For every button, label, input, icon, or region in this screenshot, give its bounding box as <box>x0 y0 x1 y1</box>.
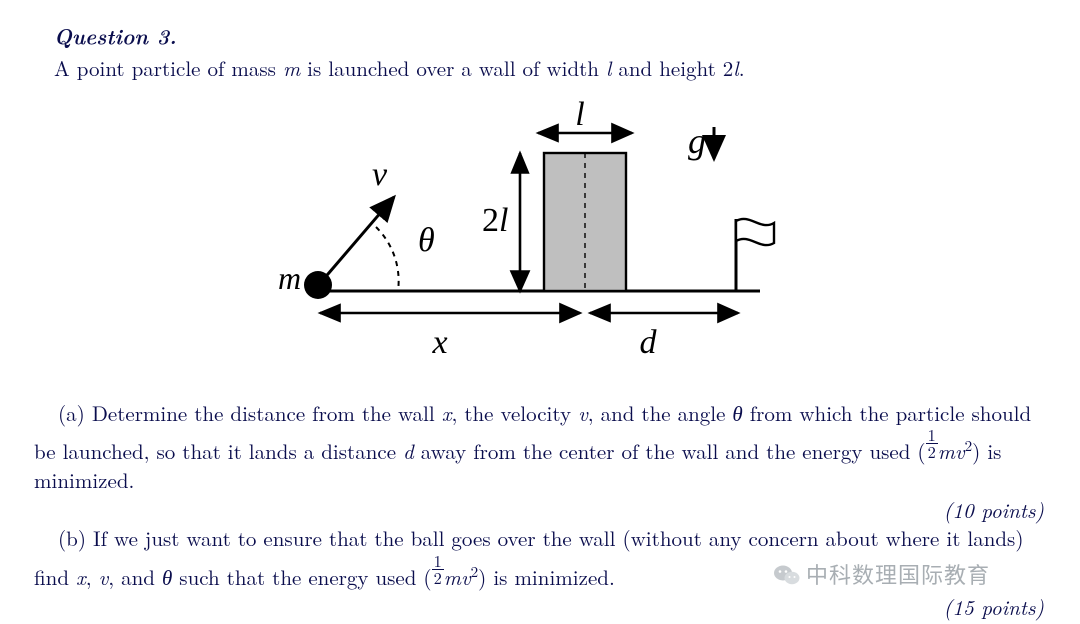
part-b-line1: (b) If we just want to ensure that the b… <box>34 524 1046 552</box>
t: ) is minimized. <box>478 562 615 592</box>
label-g: g <box>688 121 706 161</box>
var-v: v <box>99 562 109 592</box>
label-m: m <box>278 260 301 296</box>
var-x: x <box>76 562 86 592</box>
velocity <box>322 197 394 281</box>
t: be launched, so that it lands a distance <box>34 436 403 466</box>
t: , <box>86 562 99 592</box>
label-theta: θ <box>418 222 435 259</box>
question-label: Question 3. <box>54 22 1046 50</box>
t: away from the center of the wall and the… <box>414 436 926 466</box>
parts: (a) Determine the distance from the wall… <box>34 399 1046 622</box>
t: , the velocity <box>451 398 578 428</box>
label-2l: 2l <box>482 202 508 239</box>
var-theta: θ <box>162 562 172 592</box>
var-theta: θ <box>732 398 742 428</box>
t: and height 2 <box>611 53 733 83</box>
t: , and the angle <box>588 398 733 428</box>
part-a-line1: (a) Determine the distance from the wall… <box>34 399 1046 427</box>
mv: mv <box>938 436 965 466</box>
page: Question 3. A point particle of mass m i… <box>0 0 1080 621</box>
flag <box>736 219 774 245</box>
part-a-line3: minimized. <box>34 466 1046 494</box>
var-v: v <box>578 398 588 428</box>
var-m: m <box>283 53 300 83</box>
frac-half: 12 <box>926 427 938 461</box>
t: from which the particle should <box>743 398 1031 428</box>
t: , and <box>108 562 162 592</box>
figure-wrap: l 2l x d m v θ g <box>34 91 1046 381</box>
t: A point particle of mass <box>54 53 283 83</box>
t: find <box>34 562 76 592</box>
question-prompt: A point particle of mass m is launched o… <box>54 54 1046 82</box>
mv: mv <box>444 562 471 592</box>
t: is launched over a wall of width <box>300 53 606 83</box>
label-d: d <box>640 324 658 361</box>
t: (a) Determine the distance from the wall <box>58 398 442 428</box>
part-b-line2: find x, v, and θ such that the energy us… <box>34 553 1046 592</box>
label-l: l <box>575 96 584 133</box>
var-d: d <box>403 436 414 466</box>
label-v: v <box>372 156 388 193</box>
t: ) is <box>972 436 1001 466</box>
part-a-line2: be launched, so that it lands a distance… <box>34 427 1046 466</box>
part-a-points: (10 points) <box>34 496 1044 524</box>
figure: l 2l x d m v θ g <box>260 91 820 381</box>
frac-half: 12 <box>432 553 444 587</box>
angle-arc <box>376 227 399 291</box>
label-x: x <box>431 324 447 361</box>
t: . <box>739 53 745 83</box>
t: such that the energy used ( <box>172 562 431 592</box>
part-b-points: (15 points) <box>34 593 1044 621</box>
